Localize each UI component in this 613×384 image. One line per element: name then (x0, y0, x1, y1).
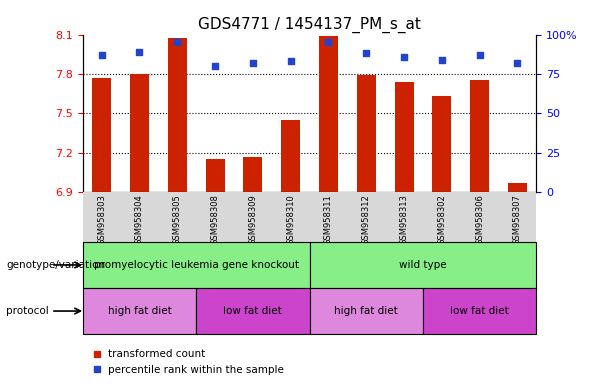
Bar (168, 38, 187, 192)
Text: low fat diet: low fat diet (451, 306, 509, 316)
Bar (92, 78, 111, 192)
Point (172, 40, 182, 46)
Point (324, 40, 333, 46)
Bar (310, 288, 423, 334)
Text: low fat diet: low fat diet (224, 306, 282, 316)
Bar (395, 82, 414, 192)
Text: GSM958309: GSM958309 (248, 195, 257, 245)
Text: GSM958304: GSM958304 (135, 195, 144, 245)
Point (97, 52, 107, 58)
Bar (196, 288, 310, 334)
Bar (432, 96, 451, 192)
Text: GSM958311: GSM958311 (324, 195, 333, 245)
Bar (423, 288, 536, 334)
Bar (310, 242, 536, 288)
Bar (130, 74, 149, 192)
Bar (243, 157, 262, 192)
Bar (319, 36, 338, 192)
Point (399, 53, 409, 60)
Bar (281, 120, 300, 192)
Bar (83, 288, 196, 334)
Bar (508, 183, 527, 192)
Text: GSM958303: GSM958303 (97, 195, 106, 245)
Text: wild type: wild type (399, 260, 447, 270)
Text: GSM958307: GSM958307 (513, 195, 522, 245)
Point (134, 49, 145, 55)
Point (286, 58, 295, 65)
Point (437, 57, 447, 63)
Legend: transformed count, percentile rank within the sample: transformed count, percentile rank withi… (88, 345, 287, 379)
Text: GSM958306: GSM958306 (475, 195, 484, 245)
Text: high fat diet: high fat diet (335, 306, 398, 316)
Text: protocol: protocol (6, 306, 49, 316)
Bar (205, 159, 224, 192)
Point (512, 60, 522, 66)
Bar (470, 81, 489, 192)
Text: GSM958310: GSM958310 (286, 195, 295, 245)
Bar (83, 242, 310, 288)
Point (210, 63, 220, 69)
Text: high fat diet: high fat diet (108, 306, 171, 316)
Text: promyelocytic leukemia gene knockout: promyelocytic leukemia gene knockout (94, 260, 299, 270)
Text: GSM958305: GSM958305 (173, 195, 182, 245)
Point (248, 60, 257, 66)
Bar (357, 75, 376, 192)
Title: GDS4771 / 1454137_PM_s_at: GDS4771 / 1454137_PM_s_at (198, 17, 421, 33)
Text: GSM958308: GSM958308 (210, 195, 219, 245)
Text: GSM958313: GSM958313 (400, 195, 409, 245)
Text: genotype/variation: genotype/variation (6, 260, 105, 270)
Point (475, 52, 485, 58)
Point (361, 50, 371, 56)
Text: GSM958302: GSM958302 (437, 195, 446, 245)
Text: GSM958312: GSM958312 (362, 195, 371, 245)
